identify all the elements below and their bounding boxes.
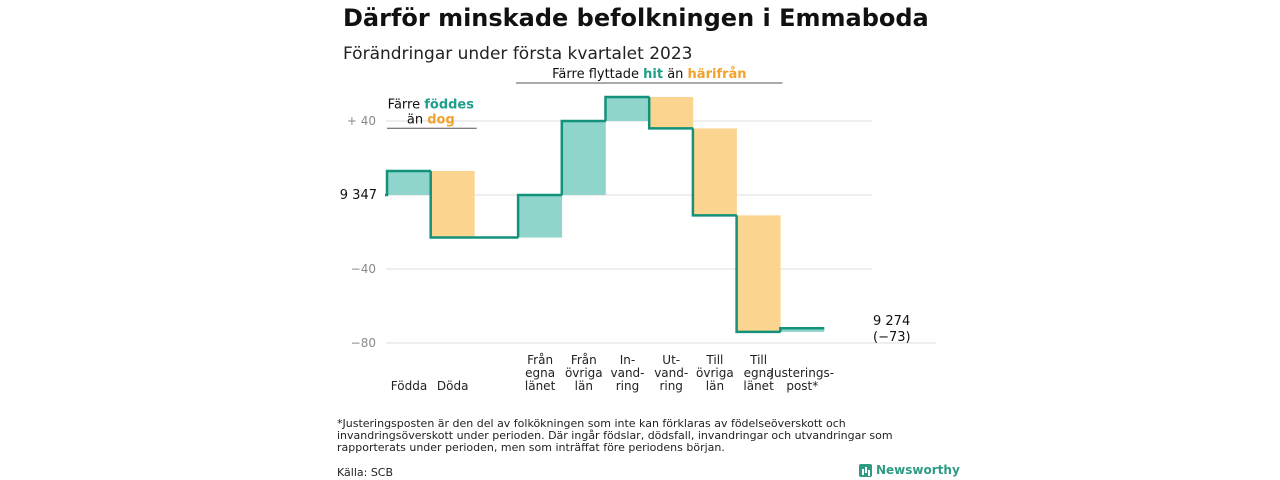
- chart-subtitle: Förändringar under första kvartalet 2023: [343, 44, 693, 64]
- chart-title: Därför minskade befolkningen i Emmaboda: [343, 4, 929, 32]
- cumulative-step-line: [385, 95, 825, 334]
- annotation-text: Färre föddes: [388, 97, 475, 112]
- x-tick-label: In-vand-ring: [610, 353, 644, 393]
- x-tick-label: Födda: [391, 379, 427, 393]
- waterfall-bar: [430, 170, 475, 238]
- x-tick-label: Från egna länet: [525, 353, 556, 393]
- y-tick-label: −40: [351, 262, 376, 276]
- annotation-text: än dog: [407, 112, 455, 127]
- x-tick-label: Till övriga län: [696, 353, 734, 393]
- y-tick-label: + 40: [347, 114, 376, 128]
- waterfall-bar: [387, 170, 431, 195]
- waterfall-bar: [605, 96, 650, 121]
- waterfall-bar: [518, 195, 563, 238]
- waterfall-bar: [561, 121, 606, 195]
- footnote: *Justeringsposten är den del av folkökni…: [337, 417, 893, 454]
- newsworthy-bar-icon: [859, 463, 872, 477]
- waterfall-bar: [736, 215, 781, 332]
- x-tick-label: Från övriga län: [565, 353, 603, 393]
- end-change-label: (−73): [873, 330, 911, 345]
- start-value-label: 9 347: [340, 188, 377, 203]
- annotation-text: Färre flyttade hit än härifrån: [552, 67, 746, 82]
- waterfall-bar: [780, 328, 825, 332]
- brand-logo: Newsworthy: [859, 463, 960, 477]
- source-note: Källa: SCB: [337, 466, 394, 479]
- brand-name: Newsworthy: [876, 463, 960, 477]
- x-tick-label: Ut-vand-ring: [654, 353, 688, 393]
- x-tick-label: Till egna länet: [743, 353, 774, 393]
- x-tick-label: Justerings-post*: [770, 366, 835, 393]
- waterfall-bar: [649, 96, 694, 129]
- waterfall-chart: + 40 −40 −80 Födda Döda Från egna länet Från övr…: [340, 67, 936, 393]
- y-tick-label: −80: [351, 336, 376, 350]
- x-tick-label: Döda: [437, 379, 469, 393]
- waterfall-bar: [692, 128, 737, 216]
- end-value-label: 9 274: [873, 314, 910, 329]
